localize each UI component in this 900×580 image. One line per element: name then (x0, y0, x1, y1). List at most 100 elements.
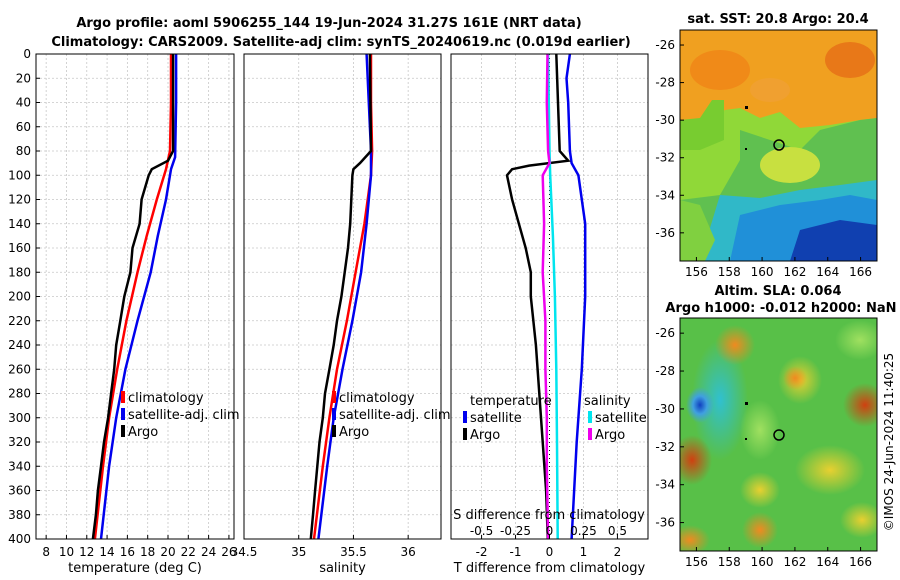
x-tick-label: 162 (783, 265, 806, 279)
y-tick-label: -32 (655, 440, 675, 454)
legend-swatch (121, 425, 125, 437)
x-tick-label: 24 (201, 545, 216, 559)
series-line-argo (91, 54, 175, 540)
x-tick-label: 160 (751, 555, 774, 569)
x-tick-label: 166 (849, 265, 872, 279)
x-axis-label: salinity (319, 561, 366, 576)
y-tick-label: -26 (655, 326, 675, 340)
legend-label: satellite (470, 411, 522, 426)
y-tick-label: 100 (8, 168, 31, 182)
x-tick-label: -2 (476, 545, 488, 559)
legend-label: Argo (339, 425, 369, 440)
legend-label: satellite (595, 411, 647, 426)
x-tick-label: 162 (783, 555, 806, 569)
legend-label: climatology (128, 391, 204, 406)
x-tick-label: 35.5 (340, 545, 367, 559)
legend-label: climatology (339, 391, 415, 406)
x-tick-label: -1 (510, 545, 522, 559)
y-tick-label: -28 (655, 76, 675, 90)
x-tick-label: 156 (685, 555, 708, 569)
x-tick-label: 160 (751, 265, 774, 279)
sst-argo-marker (773, 139, 785, 151)
legend-swatch (332, 425, 336, 437)
y-tick-label: 280 (8, 387, 31, 401)
y-tick-label: -26 (655, 38, 675, 52)
y-tick-label: 140 (8, 217, 31, 231)
y-tick-label: 220 (8, 314, 31, 328)
series-line-temperature-satellite (565, 53, 587, 540)
y-tick-label: -34 (655, 478, 675, 492)
legend-label: satellite-adj. clim (128, 408, 240, 423)
sla-map-title-line-2: Argo h1000: -0.012 h2000: NaN (665, 301, 896, 316)
x-tick-label: 36 (401, 545, 416, 559)
x-axis-label: temperature (deg C) (68, 561, 202, 576)
x-tick-label: 10 (59, 545, 74, 559)
legend-swatch (121, 391, 125, 403)
y-tick-label: 240 (8, 338, 31, 352)
legend-label: Argo (470, 428, 500, 443)
legend-label: Argo (595, 428, 625, 443)
series-line-satellite-adj-clim (99, 54, 178, 540)
y-tick-label: 60 (16, 120, 31, 134)
legend: temperature satellite Argo salinity satellit… (463, 394, 647, 443)
x-tick-label: 166 (849, 555, 872, 569)
legend-swatch (588, 428, 592, 440)
y-tick-label: -34 (655, 188, 675, 202)
title-line-1: Argo profile: aoml 5906255_144 19-Jun-20… (76, 16, 581, 31)
sla-field (680, 318, 877, 551)
y-tick-label: -30 (655, 402, 675, 416)
top-x-axis-label: S difference from climatology (453, 508, 645, 523)
legend-swatch (332, 408, 336, 420)
x-tick-label: 34.5 (231, 545, 258, 559)
title-line-2: Climatology: CARS2009. Satellite-adj cli… (51, 35, 630, 50)
y-tick-label: 340 (8, 459, 31, 473)
legend: climatology satellite-adj. clim Argo (332, 391, 451, 440)
watermark: ©IMOS 24-Jun-2024 11:40:25 (882, 353, 896, 531)
sst-map: sat. SST: 20.8 Argo: 20.4 156 158 160 162 16… (655, 12, 878, 279)
x-axis-label: T difference from climatology (453, 561, 646, 576)
x-tick-label: 26 (221, 545, 236, 559)
y-tick-label: 400 (8, 532, 31, 546)
y-tick-label: -36 (655, 516, 675, 530)
y-tick-label: 80 (16, 144, 31, 158)
legend-label: Argo (128, 425, 158, 440)
sla-argo-marker (773, 429, 785, 441)
x-tick-label: 20 (160, 545, 175, 559)
x-tick-label: 156 (685, 265, 708, 279)
legend-swatch (332, 391, 336, 403)
y-tick-label: 380 (8, 508, 31, 522)
top-x-tick-label: 0.5 (608, 524, 627, 538)
legend-swatch (463, 411, 467, 423)
y-tick-label: 0 (23, 47, 31, 61)
x-tick-label: 8 (42, 545, 50, 559)
plot-frame (243, 53, 442, 540)
x-tick-label: 164 (816, 265, 839, 279)
x-tick-label: 18 (140, 545, 155, 559)
top-x-tick-label: 0 (546, 524, 554, 538)
x-tick-label: 158 (718, 555, 741, 569)
y-tick-label: 120 (8, 193, 31, 207)
y-tick-label: -32 (655, 151, 675, 165)
x-tick-label: 16 (120, 545, 135, 559)
legend: climatology satellite-adj. clim Argo (121, 391, 240, 440)
series-line-climatology (93, 54, 173, 540)
y-tick-label: -30 (655, 113, 675, 127)
legend-swatch (463, 428, 467, 440)
y-tick-label: 40 (16, 96, 31, 110)
legend-label: satellite-adj. clim (339, 408, 451, 423)
top-x-tick-label: -0.5 (470, 524, 493, 538)
top-x-tick-label: 0.25 (570, 524, 597, 538)
legend-swatch (121, 408, 125, 420)
series-line-salinity-argo (541, 53, 551, 540)
y-tick-label: -36 (655, 226, 675, 240)
x-tick-label: 164 (816, 555, 839, 569)
temperature-panel: 8 10 12 14 16 18 20 22 24 26 temperature (deg C) 0 2… (8, 47, 240, 576)
y-tick-label: 200 (8, 290, 31, 304)
x-tick-label: 22 (181, 545, 196, 559)
salinity-panel: 34.5 35 35.5 36 salinity climatology satellite… (231, 53, 451, 576)
y-tick-label: 320 (8, 435, 31, 449)
difference-panel: -2 -1 0 1 2 T difference from climatology S di… (450, 53, 649, 576)
x-tick-label: 0 (546, 545, 554, 559)
sst-map-title: sat. SST: 20.8 Argo: 20.4 (687, 12, 868, 27)
